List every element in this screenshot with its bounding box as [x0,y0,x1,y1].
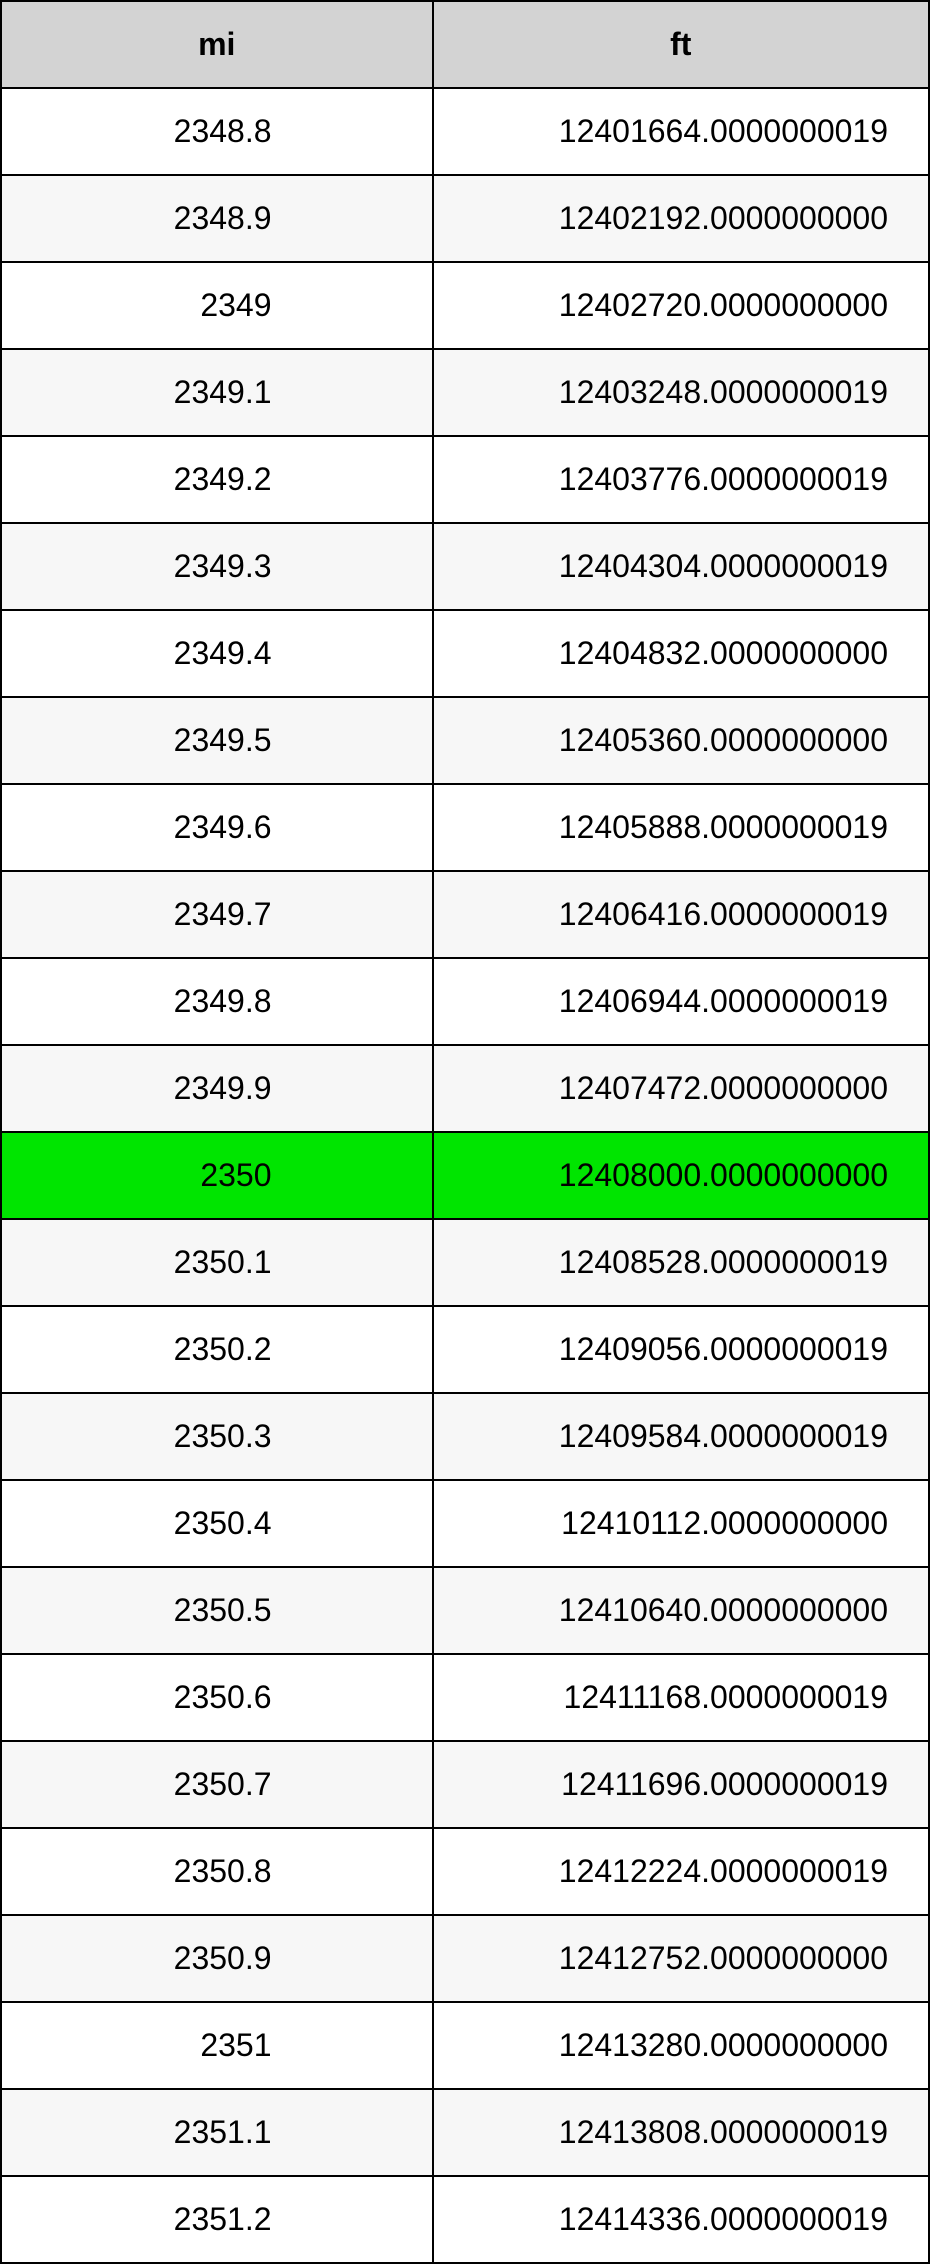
cell-ft: 12405360.0000000000 [433,697,929,784]
cell-mi: 2350.7 [1,1741,433,1828]
table-row: 2350.712411696.0000000019 [1,1741,929,1828]
table-row: 2349.712406416.0000000019 [1,871,929,958]
cell-mi: 2349.3 [1,523,433,610]
table-row: 2349.612405888.0000000019 [1,784,929,871]
cell-mi: 2350.1 [1,1219,433,1306]
cell-ft: 12412752.0000000000 [433,1915,929,2002]
cell-ft: 12405888.0000000019 [433,784,929,871]
table-row: 2349.212403776.0000000019 [1,436,929,523]
conversion-table: mi ft 2348.812401664.00000000192348.9124… [0,0,930,2264]
cell-mi: 2349.1 [1,349,433,436]
table-row: 2348.812401664.0000000019 [1,88,929,175]
table-row: 2350.912412752.0000000000 [1,1915,929,2002]
table-header-row: mi ft [1,1,929,88]
table-row: 2349.512405360.0000000000 [1,697,929,784]
cell-ft: 12411168.0000000019 [433,1654,929,1741]
table-row: 2350.412410112.0000000000 [1,1480,929,1567]
column-header-ft: ft [433,1,929,88]
table-row: 2350.112408528.0000000019 [1,1219,929,1306]
cell-ft: 12407472.0000000000 [433,1045,929,1132]
cell-mi: 2350 [1,1132,433,1219]
cell-mi: 2350.5 [1,1567,433,1654]
cell-ft: 12402720.0000000000 [433,262,929,349]
table-body: 2348.812401664.00000000192348.912402192.… [1,88,929,2263]
cell-ft: 12414336.0000000019 [433,2176,929,2263]
table-row: 2349.412404832.0000000000 [1,610,929,697]
cell-mi: 2350.3 [1,1393,433,1480]
table-row: 2349.312404304.0000000019 [1,523,929,610]
cell-ft: 12413280.0000000000 [433,2002,929,2089]
cell-ft: 12403248.0000000019 [433,349,929,436]
cell-mi: 2350.8 [1,1828,433,1915]
cell-ft: 12402192.0000000000 [433,175,929,262]
table-row: 234912402720.0000000000 [1,262,929,349]
cell-mi: 2350.6 [1,1654,433,1741]
table-row: 2350.612411168.0000000019 [1,1654,929,1741]
table-row: 2350.312409584.0000000019 [1,1393,929,1480]
cell-ft: 12404304.0000000019 [433,523,929,610]
table-row: 2349.112403248.0000000019 [1,349,929,436]
cell-mi: 2349.4 [1,610,433,697]
table-row: 2351.212414336.0000000019 [1,2176,929,2263]
table-row: 2349.912407472.0000000000 [1,1045,929,1132]
table-row: 2350.512410640.0000000000 [1,1567,929,1654]
cell-ft: 12412224.0000000019 [433,1828,929,1915]
cell-mi: 2349.5 [1,697,433,784]
cell-mi: 2351.2 [1,2176,433,2263]
cell-ft: 12410112.0000000000 [433,1480,929,1567]
cell-mi: 2351 [1,2002,433,2089]
cell-mi: 2349.7 [1,871,433,958]
table-row: 235012408000.0000000000 [1,1132,929,1219]
table-row: 2348.912402192.0000000000 [1,175,929,262]
cell-ft: 12404832.0000000000 [433,610,929,697]
table-row: 2349.812406944.0000000019 [1,958,929,1045]
cell-ft: 12408528.0000000019 [433,1219,929,1306]
cell-ft: 12403776.0000000019 [433,436,929,523]
cell-ft: 12411696.0000000019 [433,1741,929,1828]
table-row: 2350.812412224.0000000019 [1,1828,929,1915]
cell-ft: 12406944.0000000019 [433,958,929,1045]
cell-mi: 2349.9 [1,1045,433,1132]
cell-mi: 2350.4 [1,1480,433,1567]
column-header-mi: mi [1,1,433,88]
cell-mi: 2348.8 [1,88,433,175]
cell-mi: 2349.2 [1,436,433,523]
table-row: 2351.112413808.0000000019 [1,2089,929,2176]
cell-mi: 2350.2 [1,1306,433,1393]
cell-mi: 2351.1 [1,2089,433,2176]
cell-mi: 2349.8 [1,958,433,1045]
table-row: 2350.212409056.0000000019 [1,1306,929,1393]
cell-mi: 2349 [1,262,433,349]
table-row: 235112413280.0000000000 [1,2002,929,2089]
cell-mi: 2349.6 [1,784,433,871]
cell-ft: 12413808.0000000019 [433,2089,929,2176]
cell-ft: 12408000.0000000000 [433,1132,929,1219]
cell-mi: 2348.9 [1,175,433,262]
cell-ft: 12410640.0000000000 [433,1567,929,1654]
cell-ft: 12401664.0000000019 [433,88,929,175]
cell-ft: 12409056.0000000019 [433,1306,929,1393]
cell-mi: 2350.9 [1,1915,433,2002]
cell-ft: 12409584.0000000019 [433,1393,929,1480]
cell-ft: 12406416.0000000019 [433,871,929,958]
